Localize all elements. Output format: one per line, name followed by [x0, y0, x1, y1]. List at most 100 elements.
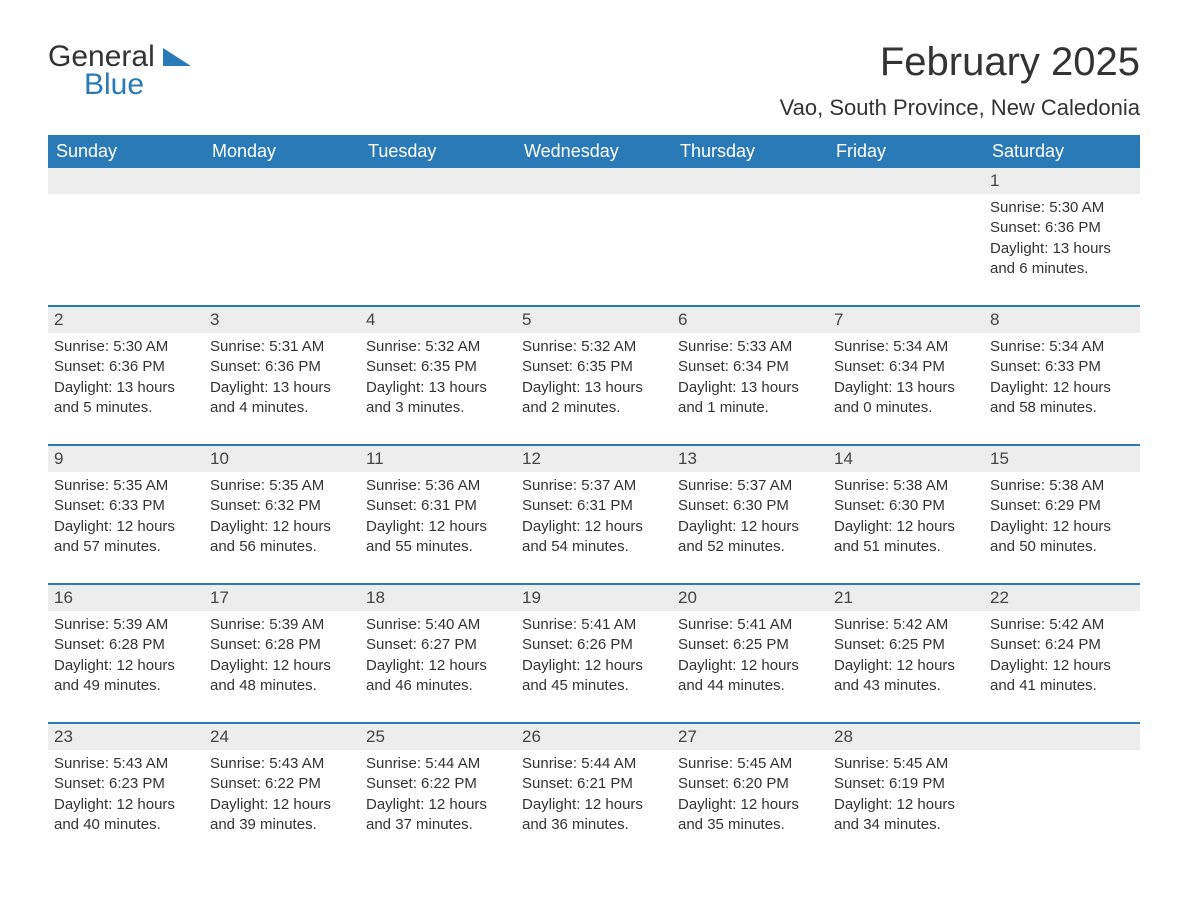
weekday-header: Saturday [984, 135, 1140, 168]
daylight-text: Daylight: 12 hours and 51 minutes. [834, 517, 978, 558]
daylight-text: Daylight: 12 hours and 37 minutes. [366, 795, 510, 836]
daylight-text: Daylight: 12 hours and 52 minutes. [678, 517, 822, 558]
sunset-text: Sunset: 6:36 PM [210, 357, 354, 377]
daylight-text: Daylight: 12 hours and 46 minutes. [366, 656, 510, 697]
sunset-text: Sunset: 6:22 PM [210, 774, 354, 794]
day-number: 14 [828, 446, 984, 472]
day-cell: Sunrise: 5:37 AMSunset: 6:31 PMDaylight:… [516, 472, 672, 565]
daylight-text: Daylight: 13 hours and 2 minutes. [522, 378, 666, 419]
sunrise-text: Sunrise: 5:37 AM [522, 476, 666, 496]
day-cell: Sunrise: 5:36 AMSunset: 6:31 PMDaylight:… [360, 472, 516, 565]
day-number: 20 [672, 585, 828, 611]
sunset-text: Sunset: 6:32 PM [210, 496, 354, 516]
day-cell: Sunrise: 5:39 AMSunset: 6:28 PMDaylight:… [48, 611, 204, 704]
day-number: 8 [984, 307, 1140, 333]
day-cell: Sunrise: 5:37 AMSunset: 6:30 PMDaylight:… [672, 472, 828, 565]
day-number [828, 168, 984, 194]
sunrise-text: Sunrise: 5:35 AM [54, 476, 198, 496]
day-number: 12 [516, 446, 672, 472]
sunrise-text: Sunrise: 5:34 AM [990, 337, 1134, 357]
daylight-text: Daylight: 12 hours and 50 minutes. [990, 517, 1134, 558]
day-number: 13 [672, 446, 828, 472]
day-number: 1 [984, 168, 1140, 194]
sunset-text: Sunset: 6:35 PM [522, 357, 666, 377]
day-number: 22 [984, 585, 1140, 611]
sunset-text: Sunset: 6:21 PM [522, 774, 666, 794]
day-number: 28 [828, 724, 984, 750]
sunset-text: Sunset: 6:28 PM [54, 635, 198, 655]
day-number: 9 [48, 446, 204, 472]
day-number-row: 9101112131415 [48, 446, 1140, 472]
day-cell [672, 194, 828, 287]
month-title: February 2025 [780, 40, 1140, 85]
day-number: 15 [984, 446, 1140, 472]
day-number [204, 168, 360, 194]
sunset-text: Sunset: 6:19 PM [834, 774, 978, 794]
sunrise-text: Sunrise: 5:36 AM [366, 476, 510, 496]
page-header: General Blue February 2025 Vao, South Pr… [48, 40, 1140, 129]
day-number: 5 [516, 307, 672, 333]
day-cell [516, 194, 672, 287]
day-cell: Sunrise: 5:44 AMSunset: 6:22 PMDaylight:… [360, 750, 516, 843]
day-cell: Sunrise: 5:30 AMSunset: 6:36 PMDaylight:… [48, 333, 204, 426]
day-cell: Sunrise: 5:32 AMSunset: 6:35 PMDaylight:… [516, 333, 672, 426]
day-number-row: 16171819202122 [48, 585, 1140, 611]
day-cell: Sunrise: 5:41 AMSunset: 6:26 PMDaylight:… [516, 611, 672, 704]
daylight-text: Daylight: 13 hours and 4 minutes. [210, 378, 354, 419]
calendar-week: 2345678Sunrise: 5:30 AMSunset: 6:36 PMDa… [48, 305, 1140, 426]
day-cell: Sunrise: 5:32 AMSunset: 6:35 PMDaylight:… [360, 333, 516, 426]
sunrise-text: Sunrise: 5:41 AM [522, 615, 666, 635]
day-cell: Sunrise: 5:31 AMSunset: 6:36 PMDaylight:… [204, 333, 360, 426]
sunset-text: Sunset: 6:35 PM [366, 357, 510, 377]
daylight-text: Daylight: 12 hours and 35 minutes. [678, 795, 822, 836]
daylight-text: Daylight: 12 hours and 44 minutes. [678, 656, 822, 697]
sunset-text: Sunset: 6:22 PM [366, 774, 510, 794]
weekday-header: Monday [204, 135, 360, 168]
sunset-text: Sunset: 6:34 PM [678, 357, 822, 377]
sunset-text: Sunset: 6:20 PM [678, 774, 822, 794]
weekday-header: Wednesday [516, 135, 672, 168]
day-number: 6 [672, 307, 828, 333]
day-number: 4 [360, 307, 516, 333]
sunset-text: Sunset: 6:25 PM [678, 635, 822, 655]
sunset-text: Sunset: 6:30 PM [834, 496, 978, 516]
weekday-header: Tuesday [360, 135, 516, 168]
day-cell: Sunrise: 5:45 AMSunset: 6:19 PMDaylight:… [828, 750, 984, 843]
day-cell: Sunrise: 5:35 AMSunset: 6:32 PMDaylight:… [204, 472, 360, 565]
day-number [360, 168, 516, 194]
calendar-week: 16171819202122Sunrise: 5:39 AMSunset: 6:… [48, 583, 1140, 704]
weekday-header-row: Sunday Monday Tuesday Wednesday Thursday… [48, 135, 1140, 168]
sunrise-text: Sunrise: 5:39 AM [54, 615, 198, 635]
day-cell [204, 194, 360, 287]
day-number: 27 [672, 724, 828, 750]
sunrise-text: Sunrise: 5:41 AM [678, 615, 822, 635]
day-cell: Sunrise: 5:34 AMSunset: 6:33 PMDaylight:… [984, 333, 1140, 426]
sunrise-text: Sunrise: 5:30 AM [54, 337, 198, 357]
daylight-text: Daylight: 12 hours and 57 minutes. [54, 517, 198, 558]
sunset-text: Sunset: 6:36 PM [990, 218, 1134, 238]
sunrise-text: Sunrise: 5:34 AM [834, 337, 978, 357]
sunset-text: Sunset: 6:33 PM [990, 357, 1134, 377]
logo-text-blue: Blue [84, 68, 191, 102]
day-cell: Sunrise: 5:34 AMSunset: 6:34 PMDaylight:… [828, 333, 984, 426]
day-number: 18 [360, 585, 516, 611]
sunrise-text: Sunrise: 5:43 AM [210, 754, 354, 774]
sunset-text: Sunset: 6:30 PM [678, 496, 822, 516]
weekday-header: Friday [828, 135, 984, 168]
day-cell: Sunrise: 5:42 AMSunset: 6:24 PMDaylight:… [984, 611, 1140, 704]
sunrise-text: Sunrise: 5:42 AM [990, 615, 1134, 635]
day-number: 3 [204, 307, 360, 333]
day-cell: Sunrise: 5:39 AMSunset: 6:28 PMDaylight:… [204, 611, 360, 704]
day-cell: Sunrise: 5:43 AMSunset: 6:23 PMDaylight:… [48, 750, 204, 843]
daylight-text: Daylight: 12 hours and 58 minutes. [990, 378, 1134, 419]
sunrise-text: Sunrise: 5:32 AM [366, 337, 510, 357]
sunrise-text: Sunrise: 5:35 AM [210, 476, 354, 496]
daylight-text: Daylight: 12 hours and 49 minutes. [54, 656, 198, 697]
day-cell: Sunrise: 5:30 AMSunset: 6:36 PMDaylight:… [984, 194, 1140, 287]
daylight-text: Daylight: 12 hours and 34 minutes. [834, 795, 978, 836]
sunset-text: Sunset: 6:31 PM [522, 496, 666, 516]
day-cell [984, 750, 1140, 843]
daylight-text: Daylight: 12 hours and 40 minutes. [54, 795, 198, 836]
daylight-text: Daylight: 12 hours and 48 minutes. [210, 656, 354, 697]
sunrise-text: Sunrise: 5:30 AM [990, 198, 1134, 218]
